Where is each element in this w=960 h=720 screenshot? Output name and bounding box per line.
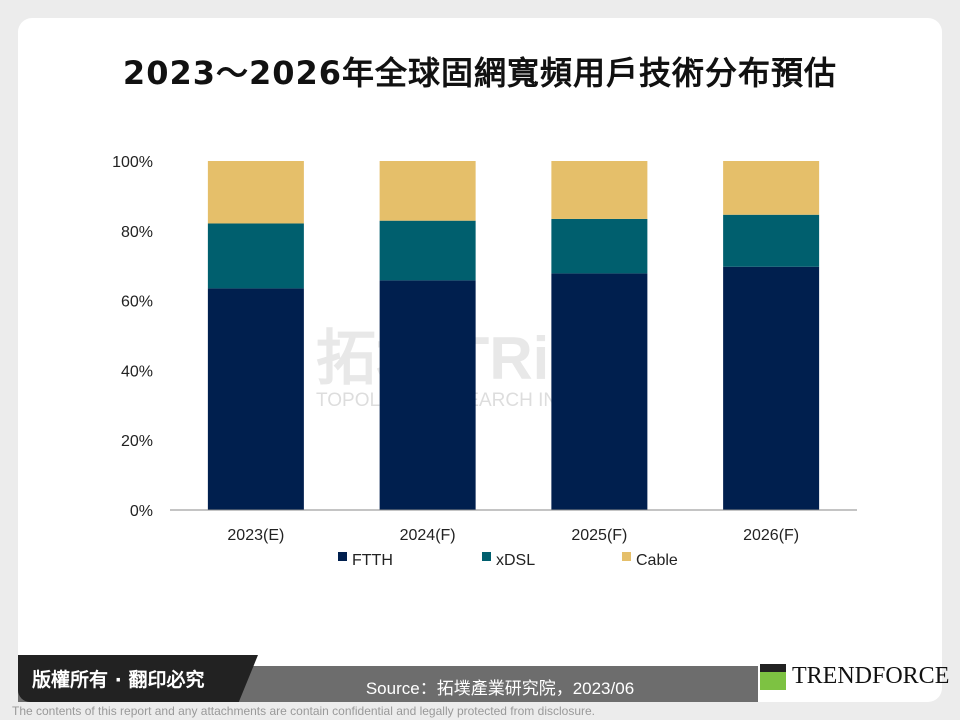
y-tick-label: 20% bbox=[121, 433, 153, 450]
logo-mark-icon bbox=[760, 663, 786, 690]
y-tick-label: 60% bbox=[121, 294, 153, 311]
legend-swatch-xdsl bbox=[482, 552, 491, 561]
y-tick-label: 100% bbox=[112, 154, 153, 171]
bar-cable-2026(F) bbox=[723, 161, 820, 215]
legend-swatch-ftth bbox=[338, 552, 347, 561]
copyright-label: 版權所有 · 翻印必究 bbox=[18, 655, 258, 702]
x-tick-label: 2026(F) bbox=[743, 527, 799, 544]
bar-ftth-2023(E) bbox=[207, 288, 304, 510]
bar-xdsl-2026(F) bbox=[723, 214, 820, 267]
bar-cable-2024(F) bbox=[379, 161, 476, 221]
bar-xdsl-2024(F) bbox=[379, 220, 476, 281]
legend-label-cable: Cable bbox=[636, 552, 678, 569]
bar-xdsl-2023(E) bbox=[207, 223, 304, 289]
bar-ftth-2025(F) bbox=[551, 273, 648, 510]
bar-cable-2023(E) bbox=[207, 161, 304, 224]
stacked-bar-chart: 0% 20% 40% 60% 80% 100% 2023(E) 2024(F) 2025(F) 2… bbox=[112, 154, 857, 569]
bar-ftth-2026(F) bbox=[723, 266, 820, 510]
x-tick-label: 2025(F) bbox=[571, 527, 627, 544]
legend-label-xdsl: xDSL bbox=[496, 552, 535, 569]
disclaimer: The contents of this report and any atta… bbox=[12, 704, 595, 718]
bar-ftth-2024(F) bbox=[379, 280, 476, 510]
trendforce-logo: TRENDFORCE bbox=[760, 663, 949, 690]
logo-text: TRENDFORCE bbox=[792, 663, 950, 689]
source-label: Source：拓墣產業研究院，2023/06 bbox=[365, 679, 635, 698]
x-tick-label: 2023(E) bbox=[227, 527, 284, 544]
legend-swatch-cable bbox=[622, 552, 631, 561]
bar-xdsl-2025(F) bbox=[551, 218, 648, 274]
x-tick-label: 2024(F) bbox=[400, 527, 456, 544]
legend-label-ftth: FTTH bbox=[352, 552, 393, 569]
y-tick-label: 40% bbox=[121, 363, 153, 380]
chart-title: 2023～2026年全球固網寬頻用戶技術分布預估 bbox=[122, 54, 838, 92]
y-tick-label: 80% bbox=[121, 224, 153, 241]
y-tick-label: 0% bbox=[130, 503, 153, 520]
bar-cable-2025(F) bbox=[551, 161, 648, 219]
